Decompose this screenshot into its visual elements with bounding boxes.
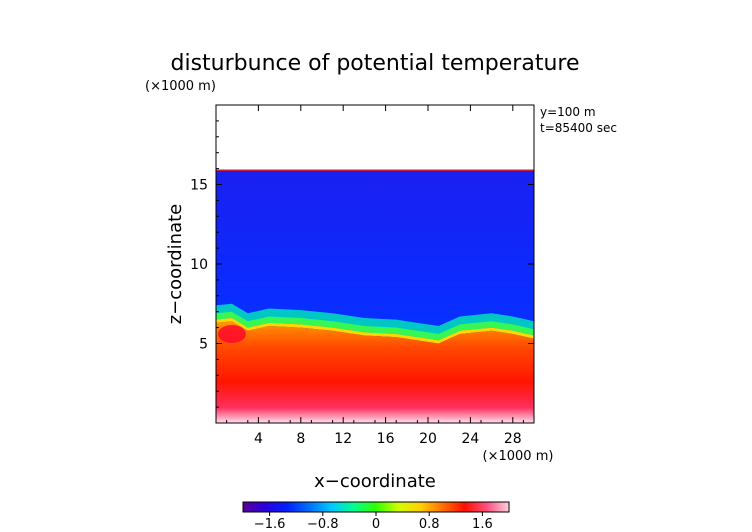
heatmap-field (216, 169, 534, 423)
x-tick-label: 12 (334, 431, 352, 447)
x-tick-label: 8 (296, 431, 305, 447)
x-tick-label: 24 (461, 431, 479, 447)
colorbar (242, 501, 510, 513)
chart-title: disturbunce of potential temperature (171, 51, 580, 76)
lower-region (216, 321, 534, 423)
x-tick-label: 4 (254, 431, 263, 447)
yellow-band (216, 318, 534, 344)
colorbar-ticks: −1.6 −0.8 0 0.8 1.6 (254, 512, 493, 532)
green-band (216, 311, 534, 341)
colorbar-tick-label: 0.8 (419, 517, 440, 532)
annotation-y: y=100 m (540, 105, 596, 119)
colorbar-tick-label: 1.6 (472, 517, 493, 532)
colorbar-tick-label: −1.6 (254, 517, 286, 532)
y-axis: 5 10 15 (190, 120, 534, 408)
y-tick-label: 5 (199, 337, 208, 353)
colorbar-tick-label: 0 (372, 517, 380, 532)
x-tick-label: 28 (504, 431, 522, 447)
x-unit-label: (×1000 m) (483, 449, 554, 464)
x-axis: 4 8 12 16 20 24 28 (226, 105, 524, 447)
x-tick-label: 16 (377, 431, 395, 447)
colorbar-tick-label: −0.8 (307, 517, 339, 532)
y-tick-label: 15 (190, 178, 208, 194)
annotation-t: t=85400 sec (540, 121, 617, 135)
hot-spot (217, 324, 246, 343)
x-tick-label: 20 (419, 431, 437, 447)
y-tick-label: 10 (190, 257, 208, 273)
y-axis-label: z−coordinate (165, 204, 186, 325)
y-unit-label: (×1000 m) (145, 79, 216, 94)
x-axis-label: x−coordinate (314, 471, 436, 492)
